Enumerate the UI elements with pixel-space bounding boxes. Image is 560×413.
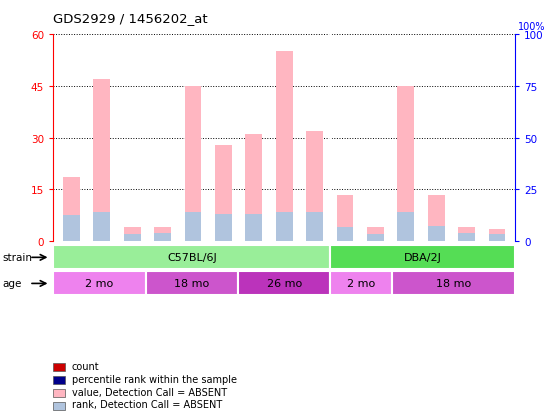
Bar [185, 87, 202, 242]
Bar [367, 228, 384, 242]
Bar [489, 235, 505, 242]
Text: 26 mo: 26 mo [267, 279, 302, 289]
Bar [238, 272, 330, 296]
Text: 2 mo: 2 mo [85, 279, 114, 289]
Bar [94, 212, 110, 242]
Bar [306, 212, 323, 242]
Bar [53, 363, 65, 371]
Text: GDS2929 / 1456202_at: GDS2929 / 1456202_at [53, 12, 208, 25]
Bar [154, 233, 171, 242]
Text: rank, Detection Call = ABSENT: rank, Detection Call = ABSENT [72, 399, 222, 409]
Text: 18 mo: 18 mo [436, 279, 471, 289]
Bar [458, 233, 475, 242]
Text: 18 mo: 18 mo [174, 279, 209, 289]
Bar [489, 230, 505, 242]
Bar [428, 226, 445, 242]
Bar [94, 80, 110, 242]
Bar [53, 246, 330, 270]
Text: 2 mo: 2 mo [347, 279, 375, 289]
Bar [392, 272, 515, 296]
Bar [53, 401, 65, 410]
Bar [458, 228, 475, 242]
Text: percentile rank within the sample: percentile rank within the sample [72, 374, 237, 384]
Bar [63, 216, 80, 242]
Bar [146, 272, 238, 296]
Bar [215, 214, 232, 242]
Bar [154, 228, 171, 242]
Bar [398, 212, 414, 242]
Bar [337, 195, 353, 242]
Text: count: count [72, 361, 99, 371]
Bar [330, 246, 515, 270]
Text: age: age [3, 279, 22, 289]
Bar [215, 145, 232, 242]
Bar [63, 178, 80, 242]
Bar [337, 228, 353, 242]
Text: strain: strain [3, 253, 33, 263]
Text: 100%: 100% [518, 22, 545, 32]
Bar [245, 214, 262, 242]
Bar [428, 195, 445, 242]
Text: value, Detection Call = ABSENT: value, Detection Call = ABSENT [72, 387, 227, 396]
Bar [330, 272, 392, 296]
Bar [306, 131, 323, 242]
Bar [53, 389, 65, 397]
Bar [245, 135, 262, 242]
Bar [53, 272, 146, 296]
Text: DBA/2J: DBA/2J [404, 253, 442, 263]
Bar [124, 235, 141, 242]
Bar [185, 212, 202, 242]
Bar [53, 376, 65, 384]
Bar [276, 52, 292, 242]
Bar [367, 235, 384, 242]
Bar [124, 228, 141, 242]
Bar [398, 87, 414, 242]
Bar [276, 212, 292, 242]
Text: C57BL/6J: C57BL/6J [167, 253, 217, 263]
